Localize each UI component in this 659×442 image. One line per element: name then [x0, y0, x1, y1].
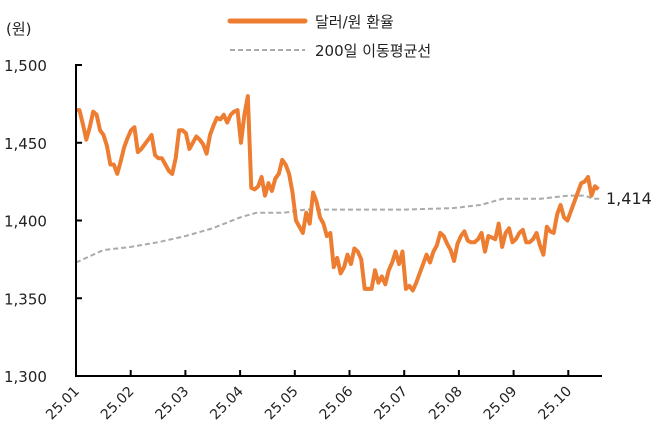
legend-label-fx: 달러/원 환율: [315, 13, 394, 31]
x-tick-label: 25.02: [98, 384, 138, 424]
x-tick-label: 25.01: [43, 384, 83, 424]
y-tick-label: 1,350: [4, 290, 47, 308]
y-unit-label: (원): [6, 20, 32, 38]
y-tick-label: 1,300: [4, 368, 47, 386]
legend: 달러/원 환율 200일 이동평균선: [227, 13, 431, 60]
y-tick-label: 1,500: [4, 57, 47, 75]
x-tick-label: 25.03: [153, 384, 193, 424]
x-tick-label: 25.07: [371, 384, 411, 424]
x-tick-label: 25.05: [262, 384, 302, 424]
end-value-label: 1,414: [606, 189, 652, 208]
ma200-line: [75, 194, 602, 264]
legend-label-ma: 200일 이동평균선: [315, 42, 431, 60]
x-tick-label: 25.09: [481, 384, 521, 424]
y-tick-label: 1,450: [4, 135, 47, 153]
x-tick-label: 25.06: [317, 383, 357, 423]
x-tick-label: 25.10: [535, 384, 575, 424]
y-tick-label: 1,400: [4, 213, 47, 231]
x-tick-label: 25.04: [207, 383, 247, 423]
fx-rate-line: [76, 94, 600, 293]
x-tick-label: 25.08: [426, 384, 466, 424]
